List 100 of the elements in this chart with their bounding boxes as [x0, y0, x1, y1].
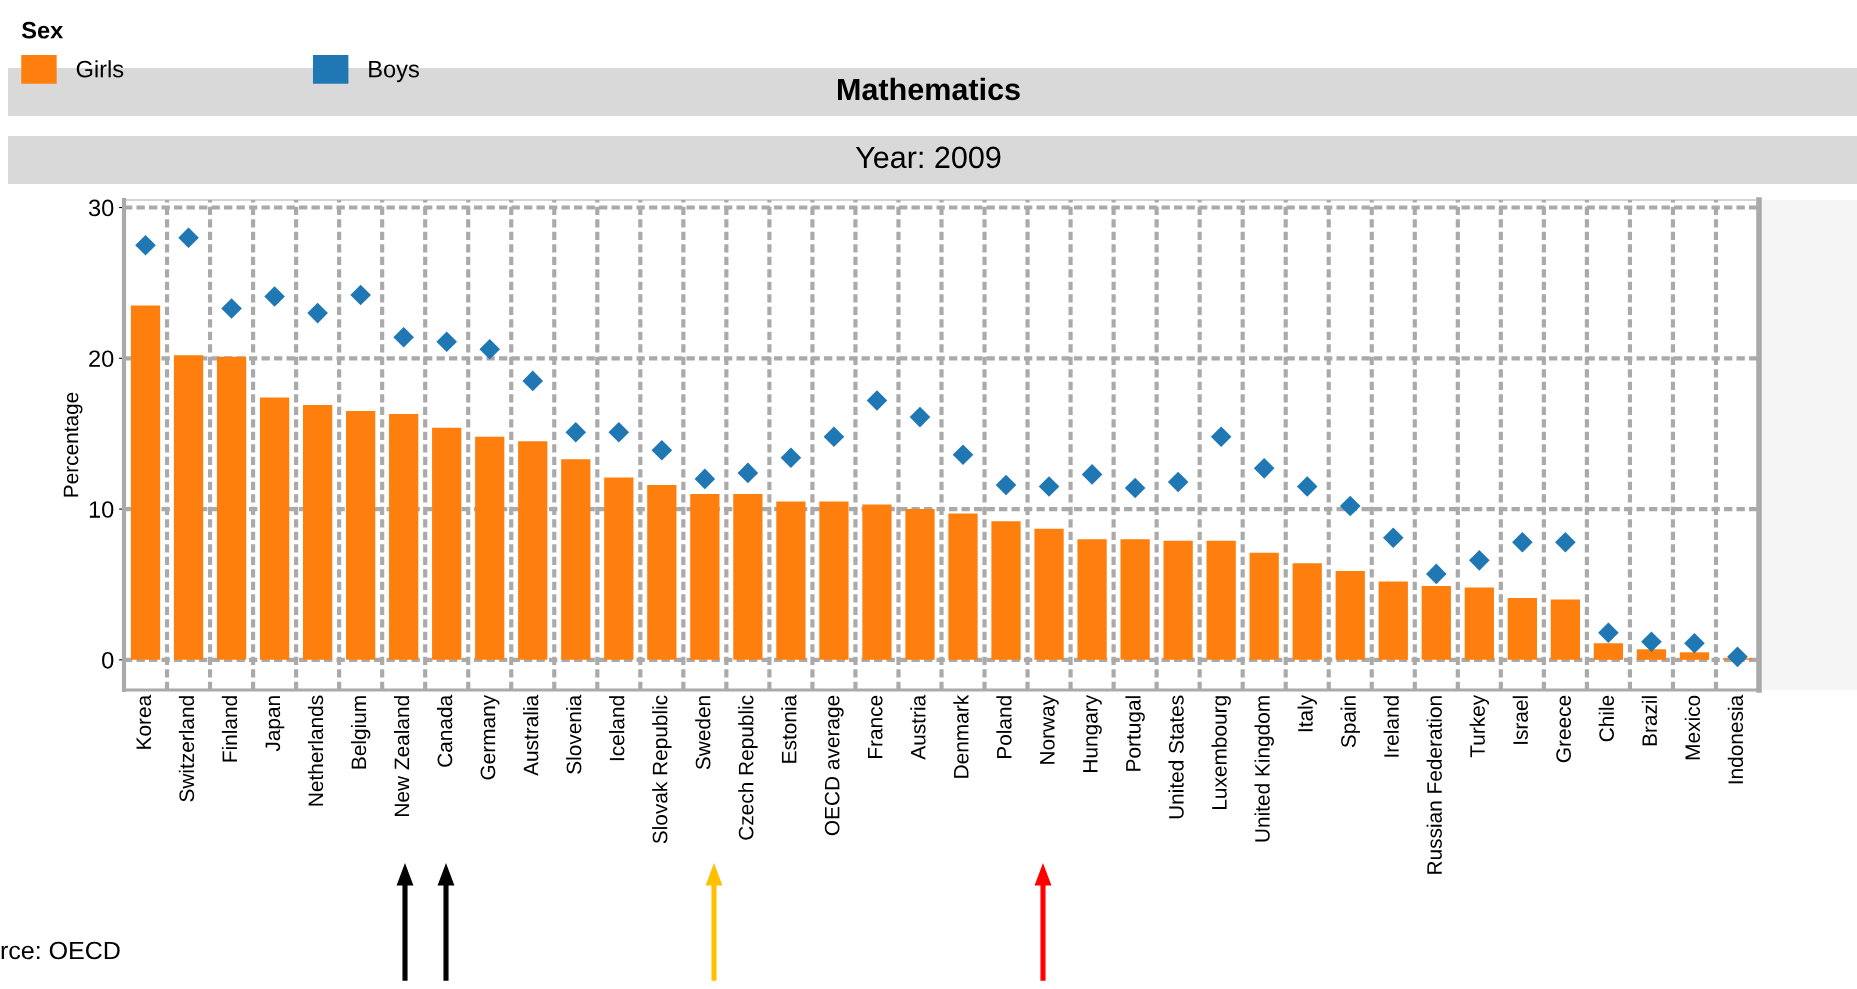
x-tick-label: Israel [1512, 696, 1528, 744]
x-tick-label: Portugal [1125, 696, 1145, 771]
point [651, 439, 673, 461]
x-tick-label: Korea [136, 694, 152, 749]
x-tick-label: Luxembourg [1211, 696, 1231, 809]
x-tick-label: United Kingdom [1254, 696, 1274, 842]
bar [1335, 570, 1365, 660]
point [1124, 477, 1146, 499]
bar [475, 436, 505, 660]
point [178, 227, 199, 248]
x-tick-label: Netherlands [307, 695, 324, 806]
x-tick-label: Belgium [350, 696, 371, 769]
point [780, 447, 802, 469]
point [1426, 563, 1447, 585]
bar [518, 441, 548, 660]
bar [1507, 598, 1537, 660]
point [1167, 471, 1189, 493]
x-tick-label: Japan [265, 696, 285, 752]
point [221, 298, 242, 319]
bar [991, 521, 1021, 660]
x-tick-label: Czech Republic [738, 695, 758, 840]
bar [389, 414, 419, 660]
point [909, 406, 931, 428]
bar [173, 355, 204, 660]
point [1339, 495, 1361, 517]
point [436, 331, 457, 353]
bar [948, 513, 978, 660]
point [1469, 550, 1490, 571]
bar [1550, 599, 1581, 660]
bar [302, 405, 333, 660]
x-tick-label: Denmark [953, 694, 969, 778]
bar [1249, 552, 1279, 660]
bar [1378, 581, 1408, 660]
point [1512, 531, 1533, 553]
bar [1077, 539, 1107, 660]
bar [346, 411, 376, 660]
legend-title: Sex [21, 21, 64, 39]
x-tick-label: Australia [523, 694, 539, 776]
point [350, 284, 371, 306]
point [737, 462, 759, 484]
x-tick-label: France [868, 695, 883, 758]
point [694, 468, 716, 490]
x-tick-label: Finland [221, 696, 238, 762]
point [264, 286, 285, 307]
x-tick-label: Austria [910, 694, 926, 760]
x-tick-label: Sweden [695, 696, 711, 770]
bar [604, 477, 634, 660]
x-tick-label: Russian Federation [1426, 696, 1442, 874]
chart-subtitle: Year: 2009 [855, 146, 1001, 169]
point [1210, 426, 1232, 448]
point [1641, 631, 1662, 653]
bar [1206, 540, 1236, 660]
x-tick-label: Canada [436, 694, 453, 767]
bar [1593, 643, 1624, 660]
x-tick-label: Hungary [1083, 694, 1102, 772]
x-tick-label: United States [1168, 695, 1184, 819]
point [522, 370, 544, 392]
x-tick-label: Indonesia [1727, 694, 1744, 784]
bar [1679, 652, 1710, 660]
x-tick-label: Spain [1340, 696, 1360, 748]
bar [819, 501, 849, 660]
x-tick-label: Turkey [1469, 694, 1490, 758]
point [479, 338, 501, 360]
x-tick-label: Switzerland [178, 696, 195, 802]
point [1727, 646, 1748, 668]
bar [561, 459, 591, 660]
y-axis-title: Percentage [63, 392, 83, 497]
text: rce: OECD [1, 941, 120, 960]
legend-label: Girls [76, 60, 124, 78]
x-tick-label: Poland [996, 696, 1012, 759]
x-tick-label: Mexico [1684, 695, 1701, 760]
point [1598, 622, 1619, 644]
bar [432, 427, 462, 660]
x-tick-label: OECD average [824, 695, 844, 836]
point [823, 426, 845, 448]
bar [1292, 563, 1322, 660]
point [393, 326, 414, 348]
x-tick-label: Greece [1556, 695, 1571, 763]
bar [690, 494, 720, 660]
bar [216, 356, 247, 660]
bar [647, 484, 677, 660]
x-tick-label: Norway [1040, 694, 1059, 764]
point [1382, 527, 1404, 549]
y-tick-label: 20 [89, 350, 114, 368]
bar [1636, 649, 1667, 660]
x-tick-label: Iceland [609, 696, 625, 761]
x-tick-label: Chile [1598, 695, 1614, 742]
point [1038, 476, 1060, 497]
point [135, 234, 156, 256]
bar [1120, 539, 1150, 660]
bar [1421, 585, 1451, 660]
x-tick-label: Germany [480, 694, 500, 780]
point [1684, 632, 1705, 654]
legend-label: Boys [369, 61, 419, 83]
bar [776, 501, 806, 660]
point [1296, 476, 1318, 497]
point [1081, 464, 1103, 485]
bar [905, 509, 935, 660]
point [1253, 458, 1275, 479]
chart-title: Mathematics [838, 77, 1020, 101]
